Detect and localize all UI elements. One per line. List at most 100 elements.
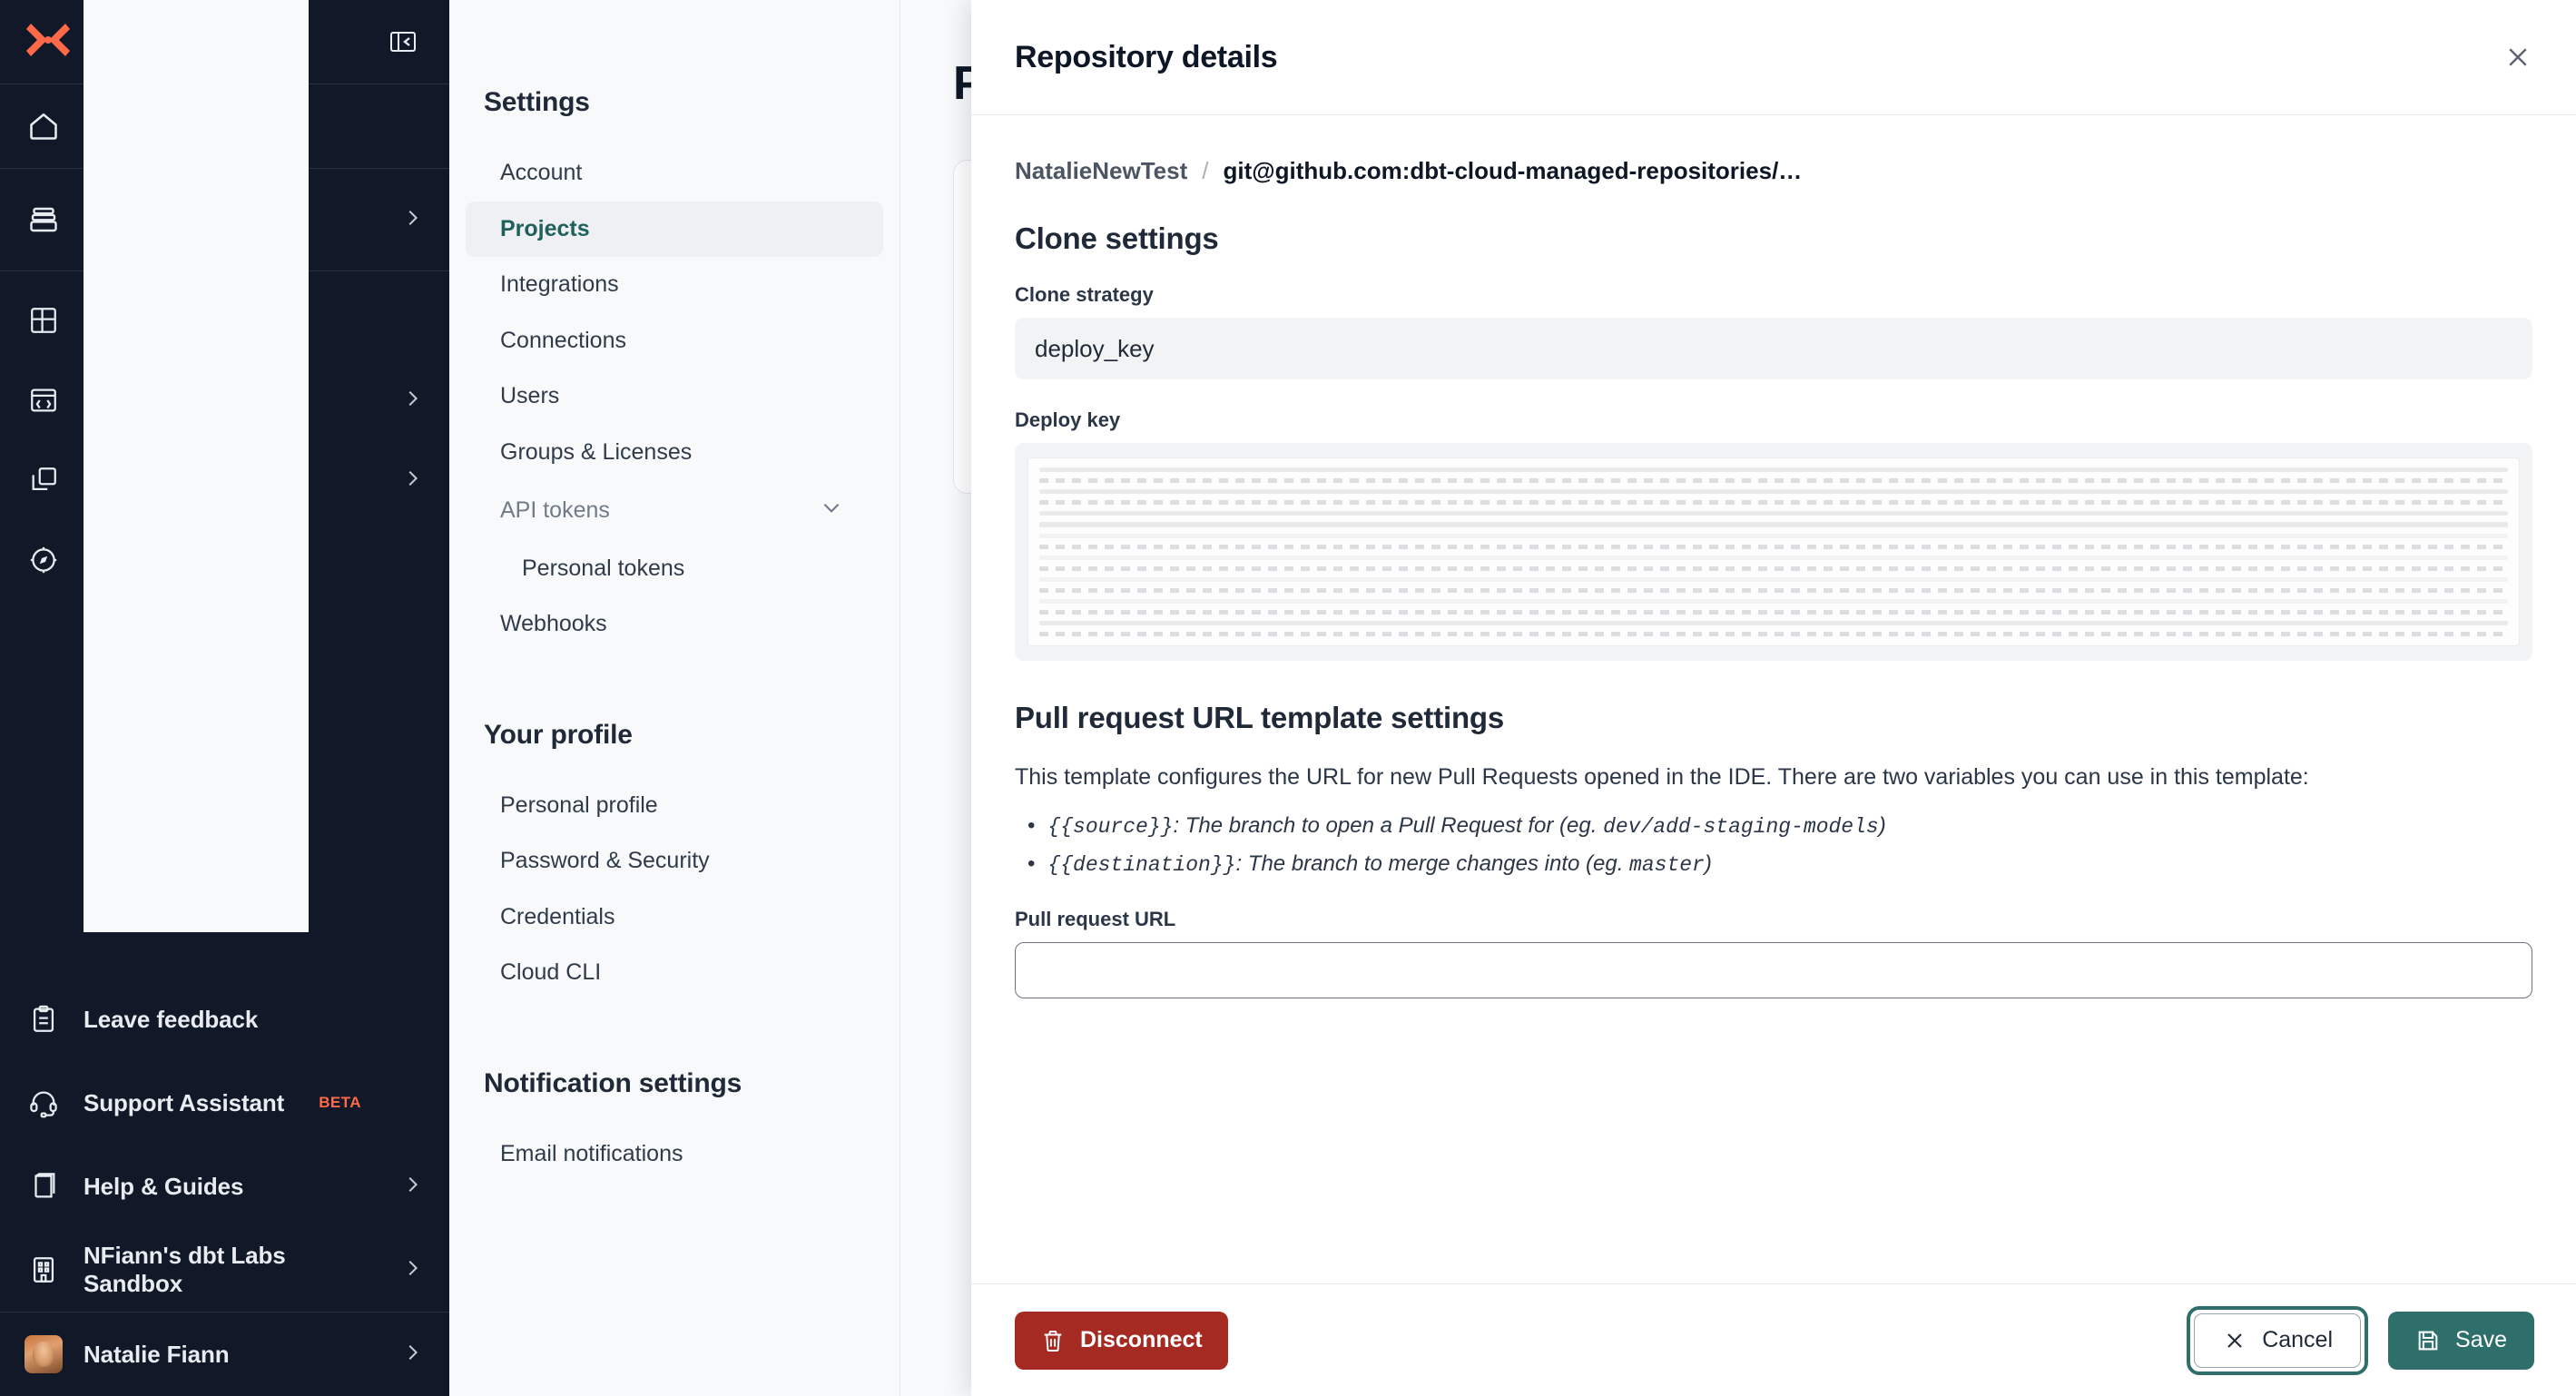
sidebar-item-support-assistant[interactable]: Support Assistant BETA: [0, 1061, 449, 1145]
pr-url-input[interactable]: [1015, 941, 2532, 998]
pr-variables-list: {{source}}: The branch to open a Pull Re…: [1027, 813, 2532, 877]
settings-item-password-security[interactable]: Password & Security: [500, 848, 710, 873]
avatar: [25, 1335, 63, 1373]
settings-profile-heading: Your profile: [484, 719, 633, 750]
sidebar-project-text: Project NatalieNewTest: [84, 0, 310, 932]
chevron-right-icon: [402, 1342, 422, 1367]
pr-url-label: Pull request URL: [1015, 907, 1176, 930]
sidebar-item-label: Leave feedback: [84, 1005, 259, 1033]
deploy-key-line: [1039, 610, 2508, 614]
settings-sidebar: Settings Account Projects Integrations C…: [449, 0, 900, 1396]
deploy-key-line: [1039, 632, 2508, 636]
chevron-right-icon: [402, 1175, 422, 1199]
sidebar-item-project[interactable]: Project NatalieNewTest: [0, 0, 449, 932]
sidebar-item-leave-feedback[interactable]: Leave feedback: [0, 978, 449, 1061]
pr-variable-text: : The branch to merge changes into (eg.: [1235, 850, 1624, 876]
settings-item-api-tokens[interactable]: API tokens: [466, 480, 883, 541]
deploy-key-line: [1039, 566, 2508, 571]
deploy-key-line: [1039, 588, 2508, 593]
sidebar-item-label: NFiann's dbt Labs Sandbox: [84, 1242, 286, 1297]
modal-footer: Disconnect Cancel: [971, 1283, 2576, 1396]
sidebar-section-project: Project NatalieNewTest: [0, 0, 449, 932]
cancel-button-focus-ring: Cancel: [2187, 1305, 2369, 1375]
clone-strategy-value: deploy_key: [1015, 318, 2532, 379]
pr-variable-suffix: ): [1704, 850, 1712, 876]
clipboard-icon: [25, 1001, 62, 1037]
clone-strategy-field: Clone strategy deploy_key: [1015, 283, 2532, 379]
chevron-right-icon: [402, 388, 422, 413]
breadcrumb-repo: git@github.com:dbt-cloud-managed-reposit…: [1223, 157, 1803, 184]
pr-url-field: Pull request URL: [1015, 908, 2532, 998]
pr-template-title: Pull request URL template settings: [1015, 701, 1505, 734]
settings-notification-heading: Notification settings: [484, 1067, 742, 1098]
deploy-key-line: [1039, 489, 2508, 495]
sidebar-item-help-guides[interactable]: Help & Guides: [0, 1145, 449, 1228]
settings-item-email-notifications[interactable]: Email notifications: [500, 1140, 683, 1166]
pr-template-description: This template configures the URL for new…: [1015, 764, 2309, 790]
sidebar-item-user[interactable]: Natalie Fiann: [0, 1312, 449, 1396]
modal-header: Repository details: [971, 0, 2576, 115]
deploy-key-textarea[interactable]: [1027, 457, 2520, 646]
settings-item-projects[interactable]: Projects: [466, 201, 883, 257]
close-icon[interactable]: [2498, 37, 2538, 77]
modal-footer-actions: Cancel Save: [2187, 1305, 2534, 1375]
deploy-key-line: [1039, 555, 2508, 561]
dbt-logo-icon: [26, 24, 70, 56]
breadcrumb: NatalieNewTest / git@github.com:dbt-clou…: [1015, 157, 2532, 185]
book-icon: [25, 1168, 62, 1204]
settings-item-personal-profile[interactable]: Personal profile: [500, 791, 658, 818]
chevron-right-icon: [402, 468, 422, 493]
deploy-key-line: [1039, 511, 2508, 516]
deploy-key-line: [1039, 500, 2508, 505]
home-icon: [25, 108, 62, 144]
disconnect-button-label: Disconnect: [1080, 1327, 1203, 1352]
deploy-key-box[interactable]: [1015, 443, 2532, 661]
modal-body: NatalieNewTest / git@github.com:dbt-clou…: [971, 115, 2576, 1283]
settings-item-credentials[interactable]: Credentials: [500, 903, 615, 929]
sidebar-item-label: Help & Guides: [84, 1172, 244, 1200]
settings-item-personal-tokens[interactable]: Personal tokens: [522, 555, 685, 581]
save-button-label: Save: [2455, 1327, 2507, 1352]
headset-icon: [25, 1085, 62, 1121]
cancel-button-label: Cancel: [2262, 1327, 2334, 1352]
sidebar-section-support: Leave feedback Support Assistant BETA: [0, 978, 449, 1312]
deploy-key-line: [1039, 545, 2508, 549]
pr-variable-suffix: ): [1878, 812, 1886, 838]
settings-item-account[interactable]: Account: [500, 160, 583, 185]
repository-details-modal: Repository details NatalieNewTest / git@…: [971, 0, 2576, 1396]
cancel-button[interactable]: Cancel: [2194, 1312, 2362, 1368]
breadcrumb-project[interactable]: NatalieNewTest: [1015, 157, 1188, 184]
close-x-icon: [2222, 1328, 2247, 1353]
pr-variable-example: master: [1629, 852, 1705, 877]
sidebar-item-organization[interactable]: NFiann's dbt Labs Sandbox: [0, 1228, 449, 1312]
settings-item-cloud-cli[interactable]: Cloud CLI: [500, 959, 602, 985]
settings-item-users[interactable]: Users: [500, 383, 560, 408]
settings-item-label: API tokens: [500, 496, 610, 523]
settings-heading: Settings: [484, 87, 590, 117]
sidebar-project-name: NatalieNewTest: [84, 0, 310, 932]
deploy-key-label: Deploy key: [1015, 408, 1121, 431]
deploy-squares-icon: [25, 462, 62, 498]
primary-sidebar: dbt Account home: [0, 0, 449, 1396]
chevron-right-icon: [402, 1258, 422, 1283]
building-icon: [25, 1252, 62, 1288]
deploy-key-line: [1039, 576, 2508, 583]
settings-item-connections[interactable]: Connections: [500, 327, 626, 353]
deploy-key-line: [1039, 478, 2508, 483]
chevron-right-icon: [402, 208, 422, 232]
code-brackets-icon: [25, 382, 62, 418]
settings-item-groups-licenses[interactable]: Groups & Licenses: [500, 438, 693, 465]
pr-variable-text: : The branch to open a Pull Request for …: [1173, 812, 1598, 838]
deploy-key-line: [1039, 467, 2508, 473]
settings-item-webhooks[interactable]: Webhooks: [500, 611, 607, 636]
deploy-key-line: [1039, 522, 2508, 527]
settings-item-integrations[interactable]: Integrations: [500, 271, 619, 297]
trash-icon: [1040, 1328, 1066, 1353]
collapse-sidebar-icon[interactable]: [388, 28, 418, 55]
deploy-key-field: Deploy key: [1015, 408, 2532, 661]
stack-icon: [25, 202, 62, 238]
clone-strategy-label: Clone strategy: [1015, 283, 1154, 306]
disconnect-button[interactable]: Disconnect: [1015, 1311, 1228, 1370]
save-button[interactable]: Save: [2388, 1311, 2534, 1370]
